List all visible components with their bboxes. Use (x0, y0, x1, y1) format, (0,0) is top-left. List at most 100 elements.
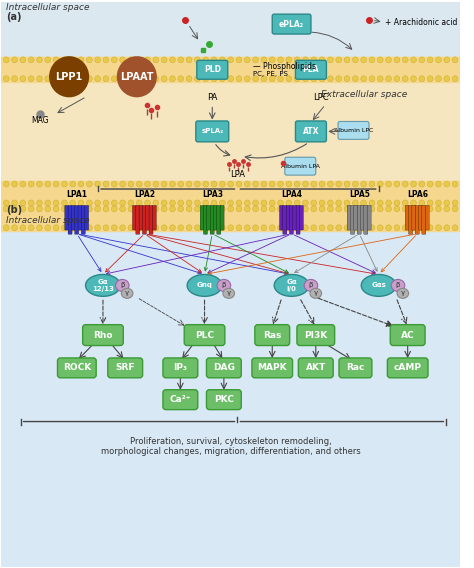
Circle shape (153, 181, 159, 187)
Circle shape (219, 57, 225, 63)
Circle shape (452, 206, 458, 212)
Circle shape (45, 225, 51, 231)
FancyBboxPatch shape (298, 358, 333, 378)
Circle shape (253, 76, 258, 82)
Circle shape (219, 206, 225, 212)
FancyBboxPatch shape (419, 206, 422, 230)
Circle shape (361, 225, 366, 231)
Text: MAG: MAG (31, 116, 49, 126)
Circle shape (261, 181, 267, 187)
Circle shape (402, 200, 408, 206)
Circle shape (53, 206, 59, 212)
FancyBboxPatch shape (300, 206, 303, 230)
Circle shape (219, 200, 225, 206)
Text: Gnq: Gnq (197, 282, 212, 289)
Circle shape (70, 76, 76, 82)
Ellipse shape (121, 289, 133, 298)
Circle shape (286, 76, 292, 82)
Circle shape (361, 206, 366, 212)
Circle shape (269, 225, 275, 231)
Circle shape (12, 181, 18, 187)
Circle shape (444, 200, 450, 206)
Circle shape (361, 181, 366, 187)
Ellipse shape (217, 279, 231, 291)
Circle shape (161, 200, 167, 206)
FancyBboxPatch shape (425, 206, 429, 230)
Circle shape (219, 181, 225, 187)
Circle shape (452, 225, 458, 231)
Circle shape (452, 200, 458, 206)
FancyBboxPatch shape (295, 60, 327, 79)
Circle shape (145, 225, 150, 231)
Circle shape (261, 225, 267, 231)
FancyBboxPatch shape (297, 325, 335, 345)
Text: Intracellular space: Intracellular space (6, 216, 90, 225)
FancyBboxPatch shape (272, 14, 311, 34)
Bar (1, 206, 460, 567)
Bar (1, 181, 460, 206)
Circle shape (128, 225, 134, 231)
FancyBboxPatch shape (142, 206, 146, 234)
Circle shape (178, 76, 184, 82)
Circle shape (70, 200, 76, 206)
Circle shape (328, 76, 333, 82)
Circle shape (161, 225, 167, 231)
Circle shape (269, 76, 275, 82)
Circle shape (278, 225, 283, 231)
Text: Gα
12/13: Gα 12/13 (92, 279, 114, 292)
Text: PLD: PLD (204, 65, 221, 74)
FancyBboxPatch shape (220, 206, 224, 230)
Text: γ: γ (314, 290, 318, 296)
FancyBboxPatch shape (364, 206, 368, 234)
Circle shape (186, 206, 192, 212)
Circle shape (319, 76, 325, 82)
Circle shape (111, 225, 117, 231)
Circle shape (236, 225, 242, 231)
Circle shape (377, 57, 383, 63)
Circle shape (394, 225, 400, 231)
FancyBboxPatch shape (82, 206, 85, 234)
Circle shape (278, 200, 283, 206)
Circle shape (269, 57, 275, 63)
Circle shape (245, 57, 250, 63)
Circle shape (153, 76, 159, 82)
Circle shape (12, 200, 18, 206)
Bar (1, 82, 460, 181)
Circle shape (228, 76, 234, 82)
Circle shape (369, 200, 375, 206)
Circle shape (286, 57, 292, 63)
FancyBboxPatch shape (361, 206, 365, 230)
FancyBboxPatch shape (139, 206, 143, 230)
Circle shape (369, 181, 375, 187)
Circle shape (86, 200, 92, 206)
Circle shape (302, 200, 309, 206)
Circle shape (153, 200, 159, 206)
Circle shape (311, 225, 317, 231)
Circle shape (45, 76, 51, 82)
Circle shape (402, 181, 408, 187)
FancyBboxPatch shape (75, 206, 79, 234)
Circle shape (261, 76, 267, 82)
Ellipse shape (391, 279, 405, 291)
Circle shape (353, 181, 358, 187)
Text: LPA2: LPA2 (134, 190, 155, 199)
Circle shape (386, 225, 392, 231)
Circle shape (3, 206, 9, 212)
Circle shape (137, 225, 142, 231)
Circle shape (178, 206, 184, 212)
Text: Rho: Rho (93, 331, 113, 340)
Text: LPA5: LPA5 (349, 190, 370, 199)
Circle shape (186, 181, 192, 187)
Circle shape (103, 57, 109, 63)
Circle shape (253, 57, 258, 63)
Circle shape (62, 200, 67, 206)
Circle shape (452, 57, 458, 63)
Circle shape (28, 181, 34, 187)
Circle shape (62, 206, 67, 212)
Bar (1, 57, 460, 82)
Circle shape (302, 181, 309, 187)
Circle shape (236, 181, 242, 187)
Circle shape (145, 200, 150, 206)
Circle shape (294, 200, 300, 206)
Bar (1, 206, 460, 231)
